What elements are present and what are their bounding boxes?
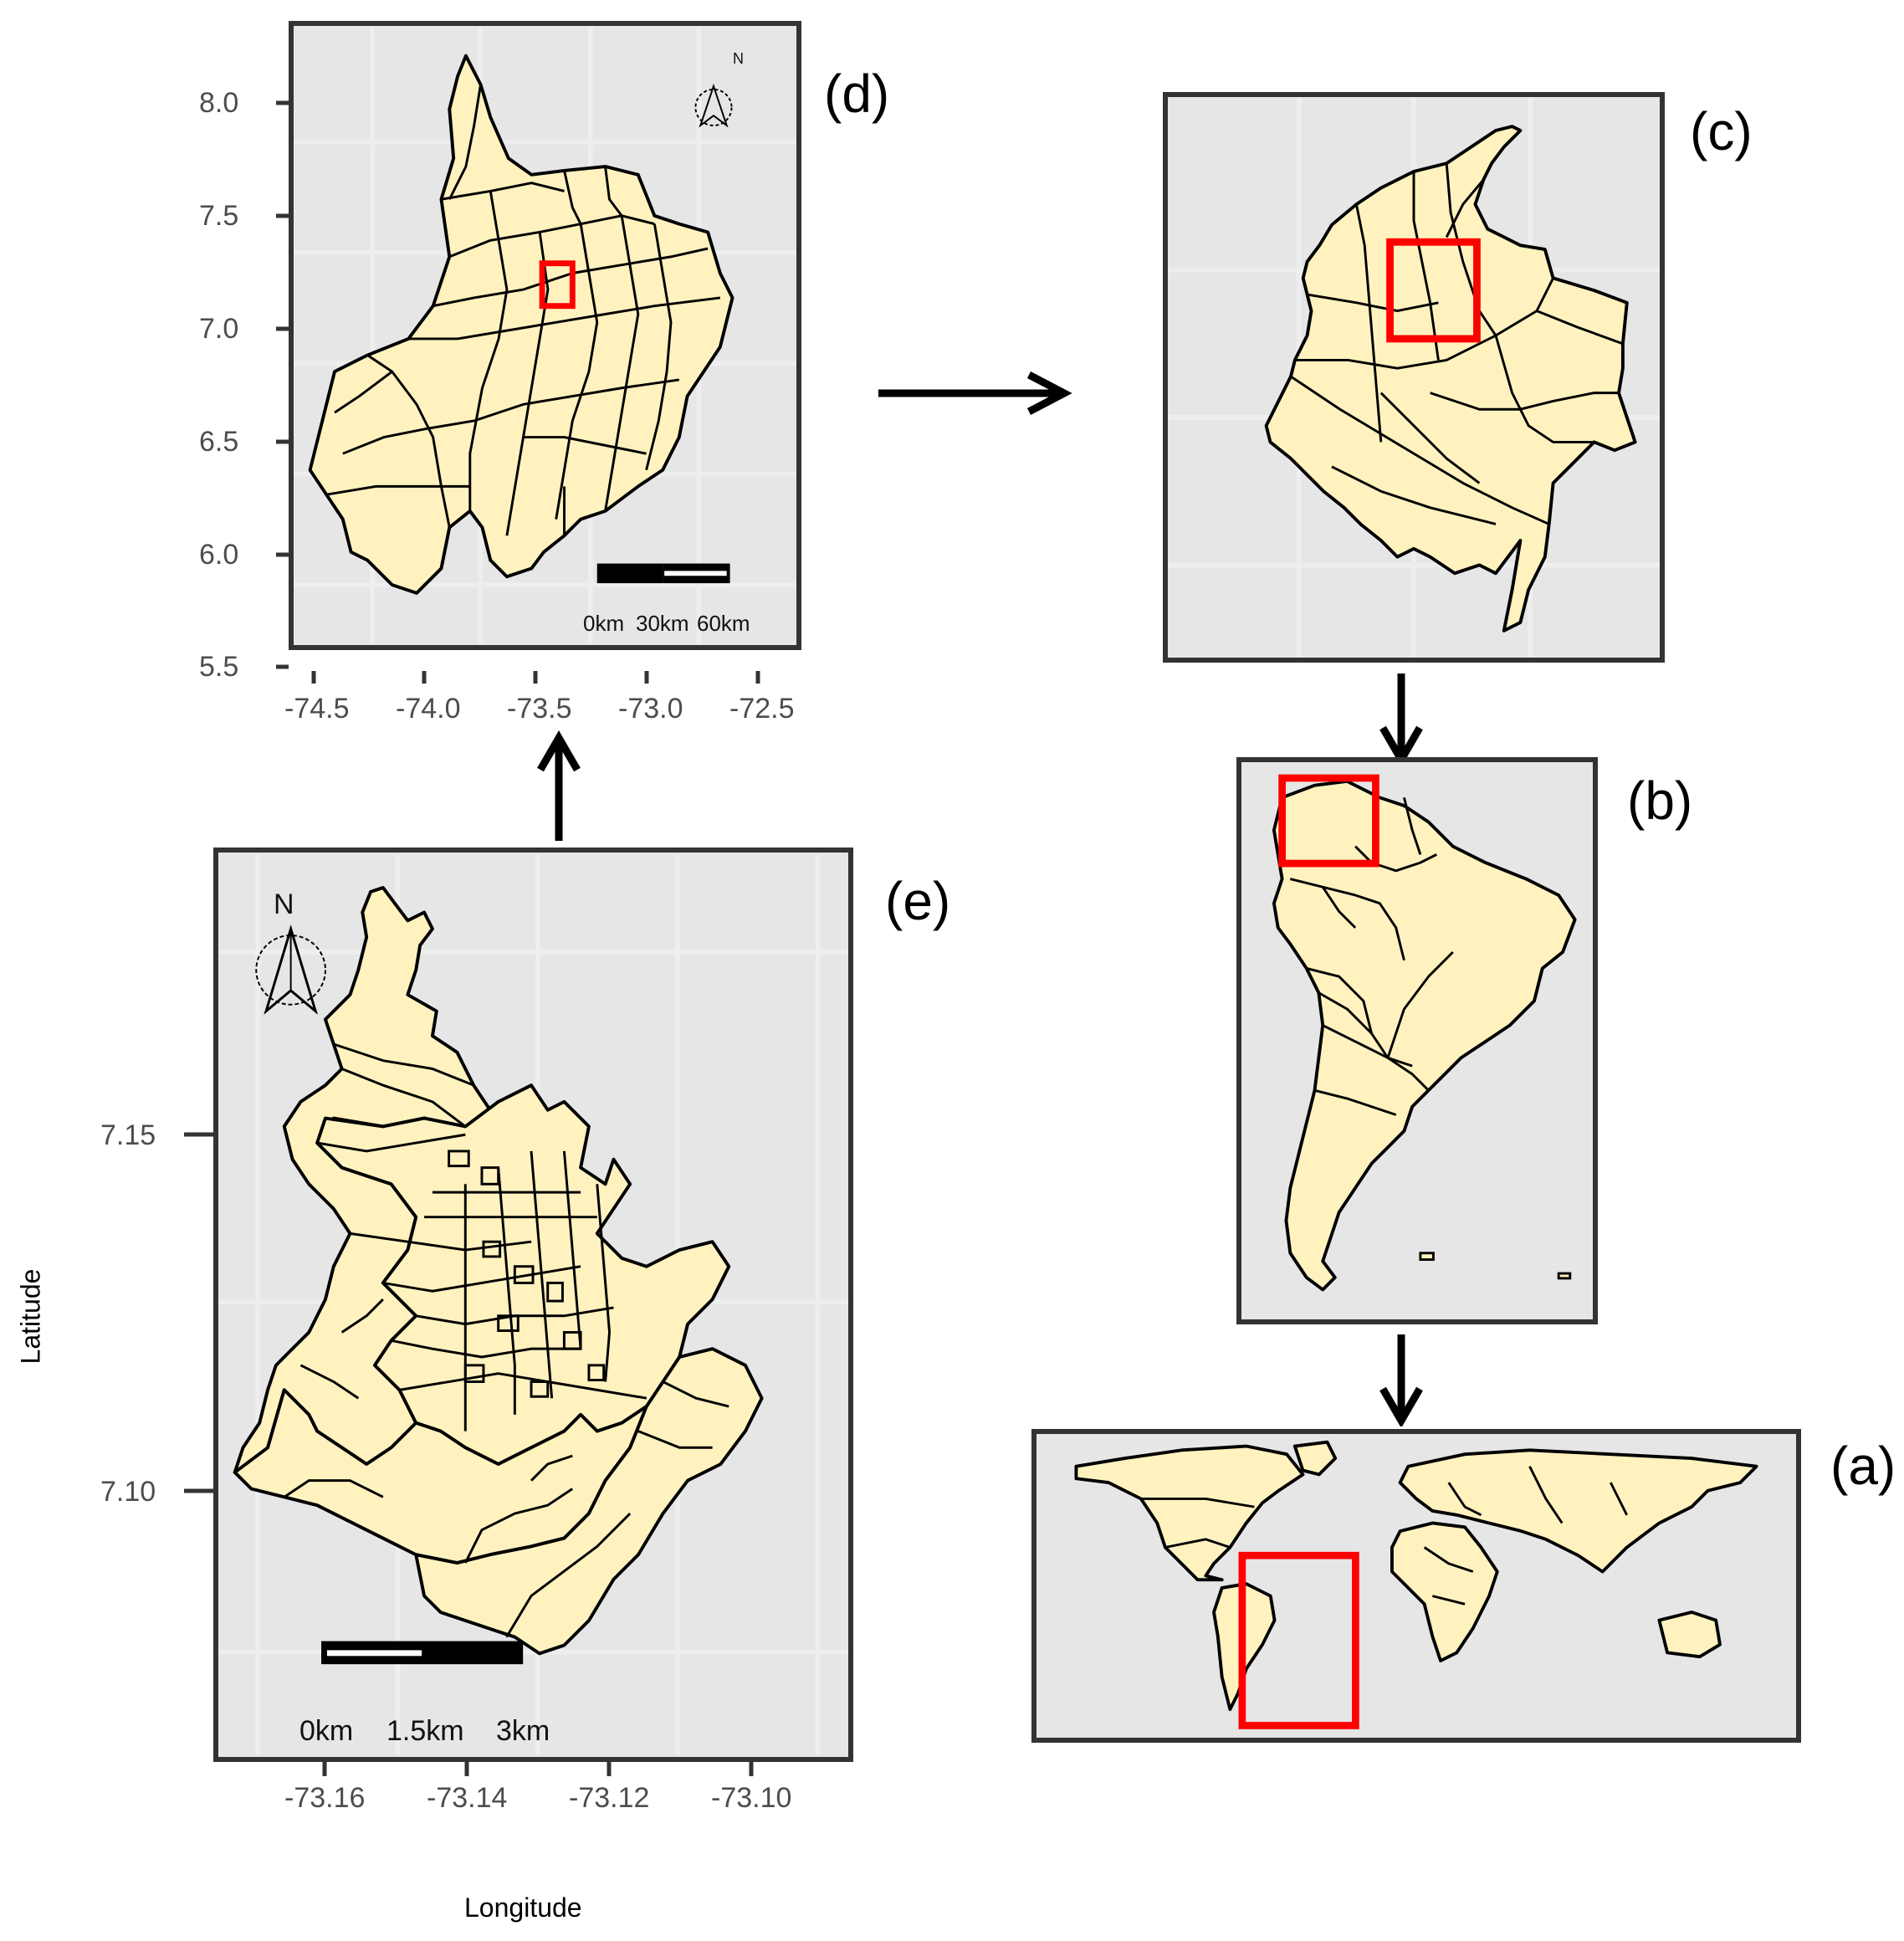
y-axis-title: Latitude bbox=[15, 1268, 46, 1365]
panel-d-ytick-0: 8.0 bbox=[199, 87, 239, 119]
panel-a-map bbox=[1031, 1429, 1801, 1743]
panel-e-scale-bar bbox=[321, 1641, 524, 1665]
panel-d-scale-2: 60km bbox=[697, 611, 750, 636]
panel-e-xtick-3: -73.10 bbox=[711, 1782, 792, 1814]
panel-d-xtick-4: -72.5 bbox=[729, 693, 795, 725]
arrow-down-icon bbox=[1379, 1334, 1423, 1426]
panel-d-highlight-box bbox=[539, 260, 576, 310]
panel-e-axis-ticks bbox=[184, 1132, 754, 1776]
panel-c-highlight-box bbox=[1386, 238, 1481, 343]
panel-d-grid bbox=[294, 27, 796, 644]
panel-e-north-letter: N bbox=[274, 889, 294, 920]
panel-d-xtick-1: -74.0 bbox=[396, 693, 461, 725]
panel-e-ytick-1: 7.10 bbox=[100, 1476, 156, 1508]
panel-b-map bbox=[1236, 757, 1598, 1324]
arrow-up-icon bbox=[537, 730, 581, 841]
panel-d-map bbox=[289, 21, 801, 650]
x-axis-title: Longitude bbox=[464, 1892, 582, 1923]
panel-d-scale-0: 0km bbox=[583, 611, 625, 636]
panel-c-label: (c) bbox=[1690, 101, 1753, 161]
arrow-down-icon bbox=[1379, 673, 1423, 766]
panel-d-north-letter: N bbox=[733, 50, 744, 67]
santander-department bbox=[308, 54, 734, 595]
panel-a-label: (a) bbox=[1830, 1436, 1896, 1496]
panel-b-grid bbox=[1241, 765, 1593, 1317]
australia bbox=[1657, 1611, 1722, 1659]
panel-e-scale-1: 1.5km bbox=[386, 1715, 464, 1747]
panel-d-ytick-3: 6.5 bbox=[199, 426, 239, 458]
panel-d-ytick-5: 5.5 bbox=[199, 651, 239, 683]
arrow-right-icon bbox=[878, 371, 1072, 415]
panel-c-grid bbox=[1168, 97, 1660, 658]
panel-b-highlight-box bbox=[1278, 774, 1379, 868]
panel-e-xtick-2: -73.12 bbox=[569, 1782, 650, 1814]
panel-e-xtick-1: -73.14 bbox=[427, 1782, 508, 1814]
bucaramanga-west bbox=[233, 1388, 648, 1565]
panel-b-label: (b) bbox=[1627, 771, 1693, 831]
panel-d-ytick-4: 6.0 bbox=[199, 539, 239, 571]
africa-continent bbox=[1390, 1521, 1499, 1662]
panel-d-xtick-0: -74.5 bbox=[284, 693, 350, 725]
panel-d-ytick-1: 7.5 bbox=[199, 200, 239, 232]
panel-e-ytick-0: 7.15 bbox=[100, 1119, 156, 1151]
panel-d-xtick-2: -73.5 bbox=[507, 693, 572, 725]
panel-c-map bbox=[1163, 92, 1665, 663]
colombia-country bbox=[1264, 125, 1637, 632]
panel-e-xtick-0: -73.16 bbox=[284, 1782, 366, 1814]
panel-d-scale-1: 30km bbox=[636, 611, 689, 636]
panel-e-label: (e) bbox=[885, 871, 951, 931]
panel-e-grid bbox=[218, 854, 848, 1755]
panel-d-ytick-2: 7.0 bbox=[199, 313, 239, 345]
panel-d-scale-bar bbox=[596, 563, 730, 584]
panel-a-grid bbox=[1043, 1434, 1789, 1738]
panel-d-axis-ticks bbox=[276, 100, 760, 684]
bucaramanga-south bbox=[414, 1347, 764, 1656]
panel-e-scale-2: 3km bbox=[496, 1715, 550, 1747]
south-america-continent bbox=[1272, 779, 1577, 1292]
panel-a-highlight-box bbox=[1238, 1551, 1359, 1729]
panel-d-label: (d) bbox=[824, 64, 890, 124]
panel-e-scale-0: 0km bbox=[299, 1715, 354, 1747]
north-arrow-icon bbox=[255, 924, 326, 1015]
north-arrow-icon bbox=[694, 83, 733, 128]
panel-d-xtick-3: -73.0 bbox=[618, 693, 683, 725]
greenland bbox=[1292, 1440, 1338, 1477]
panel-e-map bbox=[213, 848, 853, 1762]
eurasia-continent bbox=[1398, 1448, 1758, 1574]
north-america-continent bbox=[1074, 1444, 1305, 1582]
